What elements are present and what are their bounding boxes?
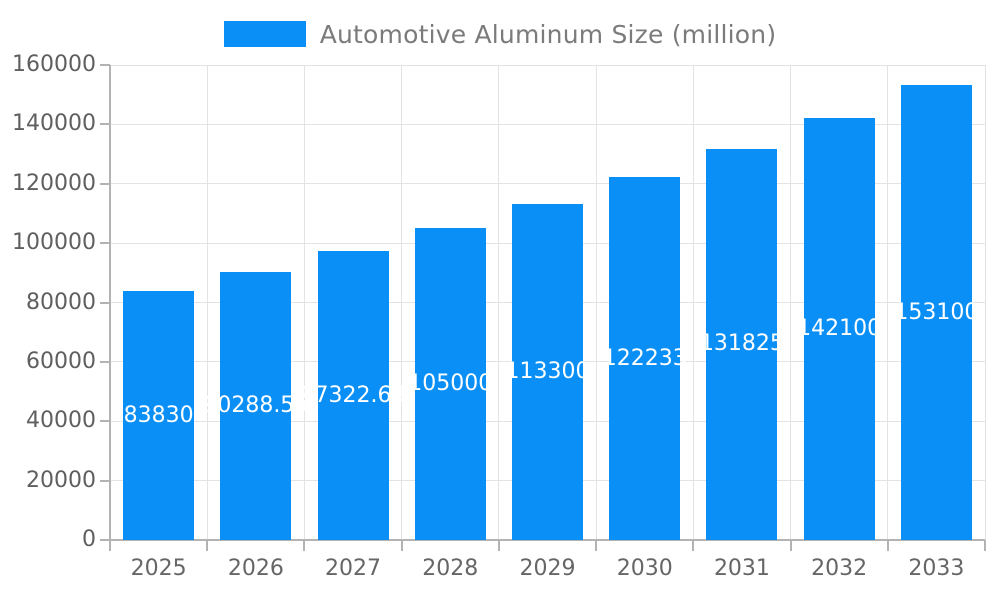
- x-grid-line: [790, 65, 792, 540]
- x-axis-tick: [497, 540, 500, 551]
- x-axis-tick: [984, 540, 986, 551]
- legend-swatch[interactable]: [223, 21, 306, 47]
- y-tick-label: 0: [82, 527, 96, 552]
- y-tick-label: 40000: [26, 408, 96, 434]
- y-tick-label: 80000: [26, 289, 96, 315]
- y-grid-line: [110, 123, 985, 125]
- y-tick-label: 140000: [12, 111, 96, 137]
- x-axis-tick: [789, 540, 792, 551]
- y-tick-label: 60000: [26, 348, 96, 374]
- y-axis-tick: [100, 301, 110, 304]
- x-axis-tick: [886, 540, 889, 551]
- bar-2025: [123, 291, 195, 540]
- x-tick-label: 2030: [616, 556, 673, 581]
- x-axis-tick: [303, 540, 306, 551]
- y-tick-label: 20000: [26, 467, 96, 493]
- x-grid-line: [692, 65, 694, 540]
- y-axis-tick: [100, 64, 110, 66]
- y-axis-tick: [100, 539, 110, 541]
- bar-2033: [900, 85, 972, 540]
- y-tick-label: 120000: [12, 170, 96, 196]
- legend[interactable]: Automotive Aluminum Size (million): [0, 16, 1000, 52]
- y-axis-line: [109, 65, 111, 541]
- legend-label[interactable]: Automotive Aluminum Size (million): [319, 19, 777, 49]
- x-tick-label: 2028: [422, 556, 479, 581]
- y-axis-tick: [100, 360, 110, 363]
- x-tick-label: 2026: [227, 556, 284, 581]
- y-grid-line: [110, 183, 985, 185]
- y-axis-tick: [100, 420, 110, 423]
- x-axis-tick: [400, 540, 403, 551]
- x-axis-tick: [206, 540, 209, 551]
- bar-2027: [317, 251, 389, 540]
- bar-2029: [512, 203, 583, 540]
- x-axis-tick: [109, 540, 111, 551]
- x-tick-label: 2031: [713, 556, 770, 581]
- bar-2030: [609, 177, 681, 540]
- y-axis-tick: [100, 242, 110, 245]
- x-grid-line: [887, 65, 889, 540]
- x-grid-line: [498, 65, 500, 540]
- x-tick-label: 2029: [519, 556, 576, 581]
- x-grid-line: [303, 65, 305, 540]
- bar-2031: [706, 148, 778, 540]
- bar-2032: [803, 118, 875, 540]
- y-tick-label: 160000: [12, 52, 96, 77]
- x-axis-line: [100, 539, 985, 541]
- bar-2026: [220, 271, 292, 540]
- x-grid-line: [984, 65, 986, 540]
- y-axis-tick: [100, 123, 110, 126]
- bar-2028: [414, 228, 486, 540]
- x-tick-label: 2032: [811, 556, 868, 581]
- x-grid-line: [401, 65, 403, 540]
- x-axis-tick: [692, 540, 695, 551]
- y-axis-tick: [100, 479, 110, 482]
- x-tick-label: 2033: [908, 556, 965, 581]
- y-axis-tick: [100, 182, 110, 185]
- x-grid-line: [206, 65, 208, 540]
- y-grid-line: [110, 64, 985, 66]
- x-axis-tick: [595, 540, 598, 551]
- x-tick-label: 2025: [130, 556, 187, 581]
- x-tick-label: 2027: [325, 556, 382, 581]
- y-tick-label: 100000: [12, 230, 96, 256]
- x-grid-line: [595, 65, 597, 540]
